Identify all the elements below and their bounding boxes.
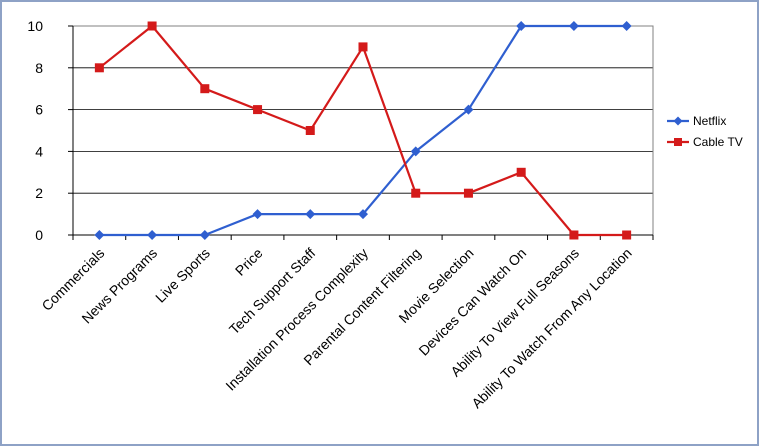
y-tick-label: 2 xyxy=(35,185,43,201)
gridlines xyxy=(73,25,653,236)
y-tick-label: 8 xyxy=(35,60,43,76)
axes xyxy=(72,25,654,236)
y-tick-label: 6 xyxy=(35,102,43,118)
y-tick-label: 4 xyxy=(35,143,43,159)
x-tick-label: Devices Can Watch On xyxy=(415,245,529,359)
data-point xyxy=(463,104,474,115)
data-point xyxy=(253,105,263,115)
data-point xyxy=(569,230,579,240)
data-point xyxy=(147,230,158,240)
data-point xyxy=(252,209,263,220)
y-axis-ticks: 0 2 4 6 8 10 xyxy=(27,18,73,243)
data-point xyxy=(410,146,421,157)
series-lines xyxy=(98,24,627,237)
legend-label: Cable TV xyxy=(693,135,743,149)
legend: Netflix Cable TV xyxy=(667,114,743,149)
y-tick-label: 10 xyxy=(27,18,43,34)
data-point xyxy=(622,230,632,240)
legend-marker xyxy=(674,138,682,146)
legend-label: Netflix xyxy=(693,114,726,128)
data-point xyxy=(147,21,157,31)
data-point xyxy=(568,21,579,31)
plot-area xyxy=(72,25,654,236)
data-point xyxy=(94,63,104,73)
legend-marker xyxy=(673,116,683,126)
data-point xyxy=(305,126,315,135)
data-point xyxy=(516,21,527,31)
x-tick-label: Live Sports xyxy=(152,245,213,306)
data-point xyxy=(516,167,526,177)
data-point xyxy=(305,209,316,220)
x-tick-label: Price xyxy=(232,245,266,279)
data-point xyxy=(358,42,368,52)
data-point xyxy=(200,84,210,94)
data-point xyxy=(94,230,105,240)
data-point xyxy=(199,230,210,240)
data-point xyxy=(411,188,421,198)
data-point xyxy=(463,188,473,198)
y-tick-label: 0 xyxy=(35,227,43,243)
series-line xyxy=(98,24,627,237)
data-point xyxy=(621,21,632,31)
data-point xyxy=(358,209,368,220)
series-markers xyxy=(94,21,632,240)
